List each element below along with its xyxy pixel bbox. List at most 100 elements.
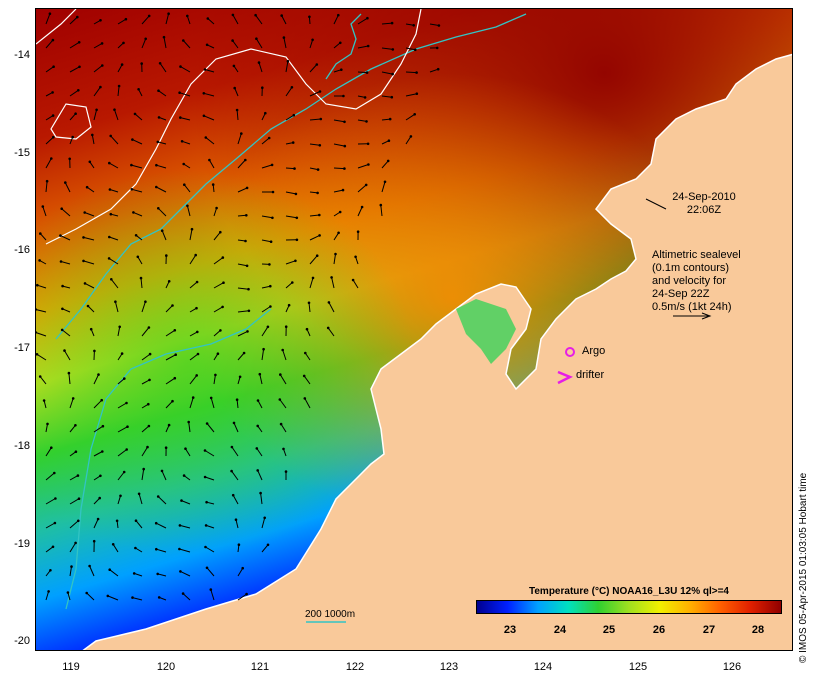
velocity-arrow-head — [144, 300, 147, 304]
velocity-arrow — [285, 87, 293, 97]
velocity-arrow-head — [60, 328, 64, 332]
velocity-arrow-head — [363, 96, 367, 99]
velocity-arrow-head — [144, 37, 147, 41]
velocity-arrow — [232, 14, 239, 25]
lon-label-123: 123 — [439, 661, 459, 673]
velocity-arrow-head — [266, 543, 270, 547]
velocity-arrow-head — [142, 467, 145, 471]
altimetry-line-1: Altimetric sealevel — [652, 249, 741, 261]
colorbar-tick-28: 28 — [751, 624, 765, 636]
velocity-arrow — [381, 160, 389, 169]
velocity-arrow-head — [91, 133, 94, 137]
altimetry-legend: Altimetric sealevel (0.1m contours) and … — [652, 249, 762, 314]
velocity-arrow — [114, 301, 119, 313]
velocity-arrow-head — [219, 329, 222, 332]
velocity-arrow-head — [280, 14, 283, 17]
velocity-arrow — [309, 64, 318, 73]
velocity-arrow-head — [195, 306, 198, 310]
velocity-arrow — [285, 215, 297, 219]
velocity-arrow-head — [196, 330, 199, 334]
velocity-arrow-head — [364, 183, 368, 187]
velocity-arrow — [45, 39, 54, 49]
velocity-arrow — [37, 284, 47, 289]
velocity-arrow — [381, 22, 393, 25]
velocity-arrow — [205, 546, 215, 553]
velocity-arrow-head — [268, 263, 271, 266]
lon-label-124: 124 — [533, 661, 553, 673]
velocity-arrow — [181, 140, 191, 145]
velocity-arrow — [231, 470, 239, 481]
velocity-arrow — [39, 376, 47, 385]
velocity-arrow-head — [305, 327, 309, 331]
velocity-arrow-head — [366, 142, 370, 146]
velocity-arrow — [255, 38, 263, 49]
velocity-arrow-head — [415, 71, 418, 74]
velocity-arrow-head — [367, 163, 370, 166]
velocity-arrow-head — [78, 65, 81, 69]
velocity-arrow-head — [279, 373, 282, 376]
velocity-arrow-head — [318, 90, 322, 93]
velocity-arrow — [39, 233, 47, 241]
velocity-arrow — [304, 352, 311, 361]
velocity-arrow — [357, 184, 367, 193]
velocity-arrow — [257, 470, 263, 481]
velocity-arrow-head — [415, 92, 419, 95]
velocity-arrow-head — [93, 349, 96, 353]
velocity-arrow-head — [182, 39, 185, 42]
sst-map[interactable]: 24-Sep-2010 22:06Z Altimetric sealevel (… — [35, 8, 793, 651]
velocity-arrow-head — [437, 24, 441, 27]
velocity-arrow-head — [303, 397, 307, 400]
velocity-arrow — [381, 71, 393, 75]
velocity-arrow — [45, 66, 54, 73]
velocity-arrow-head — [137, 88, 140, 91]
velocity-arrow-head — [269, 284, 272, 288]
velocity-arrow — [328, 302, 335, 313]
velocity-arrow — [36, 332, 47, 337]
velocity-arrow — [61, 329, 71, 337]
velocity-arrow — [157, 496, 167, 505]
velocity-arrow — [86, 186, 95, 193]
velocity-arrow — [45, 447, 52, 457]
bay-peninsula — [456, 299, 516, 364]
velocity-arrow — [232, 40, 239, 49]
velocity-arrow — [237, 310, 249, 313]
velocity-arrow-head — [156, 572, 159, 576]
velocity-arrow-head — [342, 94, 345, 98]
velocity-arrow — [64, 182, 71, 193]
velocity-arrow — [309, 143, 320, 146]
velocity-arrow — [231, 446, 239, 457]
argo-label: Argo — [582, 345, 606, 357]
drifter-marker[interactable] — [557, 370, 574, 385]
velocity-arrow-head — [247, 309, 251, 313]
date-line-2: 22:06Z — [686, 204, 722, 216]
velocity-arrow-head — [99, 85, 102, 89]
velocity-arrow — [189, 353, 199, 361]
velocity-arrow — [189, 229, 193, 241]
velocity-arrow — [285, 114, 295, 121]
lon-label-125: 125 — [628, 661, 648, 673]
velocity-arrow-head — [269, 305, 272, 308]
velocity-arrow-head — [83, 211, 86, 214]
velocity-arrow — [163, 37, 167, 49]
velocity-arrow — [237, 263, 248, 267]
velocity-arrow — [141, 353, 151, 361]
velocity-arrow — [117, 449, 127, 457]
velocity-arrow — [93, 399, 103, 409]
velocity-arrow-head — [244, 239, 247, 243]
velocity-arrow-head — [318, 213, 321, 217]
velocity-arrow-head — [262, 347, 265, 351]
velocity-arrow — [357, 45, 369, 49]
velocity-arrow-head — [179, 65, 182, 68]
velocity-arrow — [93, 497, 101, 505]
velocity-arrow-head — [390, 21, 394, 25]
sealevel-contour-3 — [36, 9, 77, 45]
velocity-arrow — [208, 159, 215, 169]
argo-marker[interactable] — [565, 347, 575, 357]
velocity-arrow-head — [130, 188, 134, 191]
velocity-arrow-head — [108, 568, 111, 571]
velocity-arrow-head — [254, 13, 257, 17]
velocity-arrow-head — [96, 517, 100, 521]
velocity-arrow-head — [245, 186, 249, 190]
velocity-arrow-head — [245, 592, 248, 596]
velocity-arrow-head — [205, 500, 208, 504]
